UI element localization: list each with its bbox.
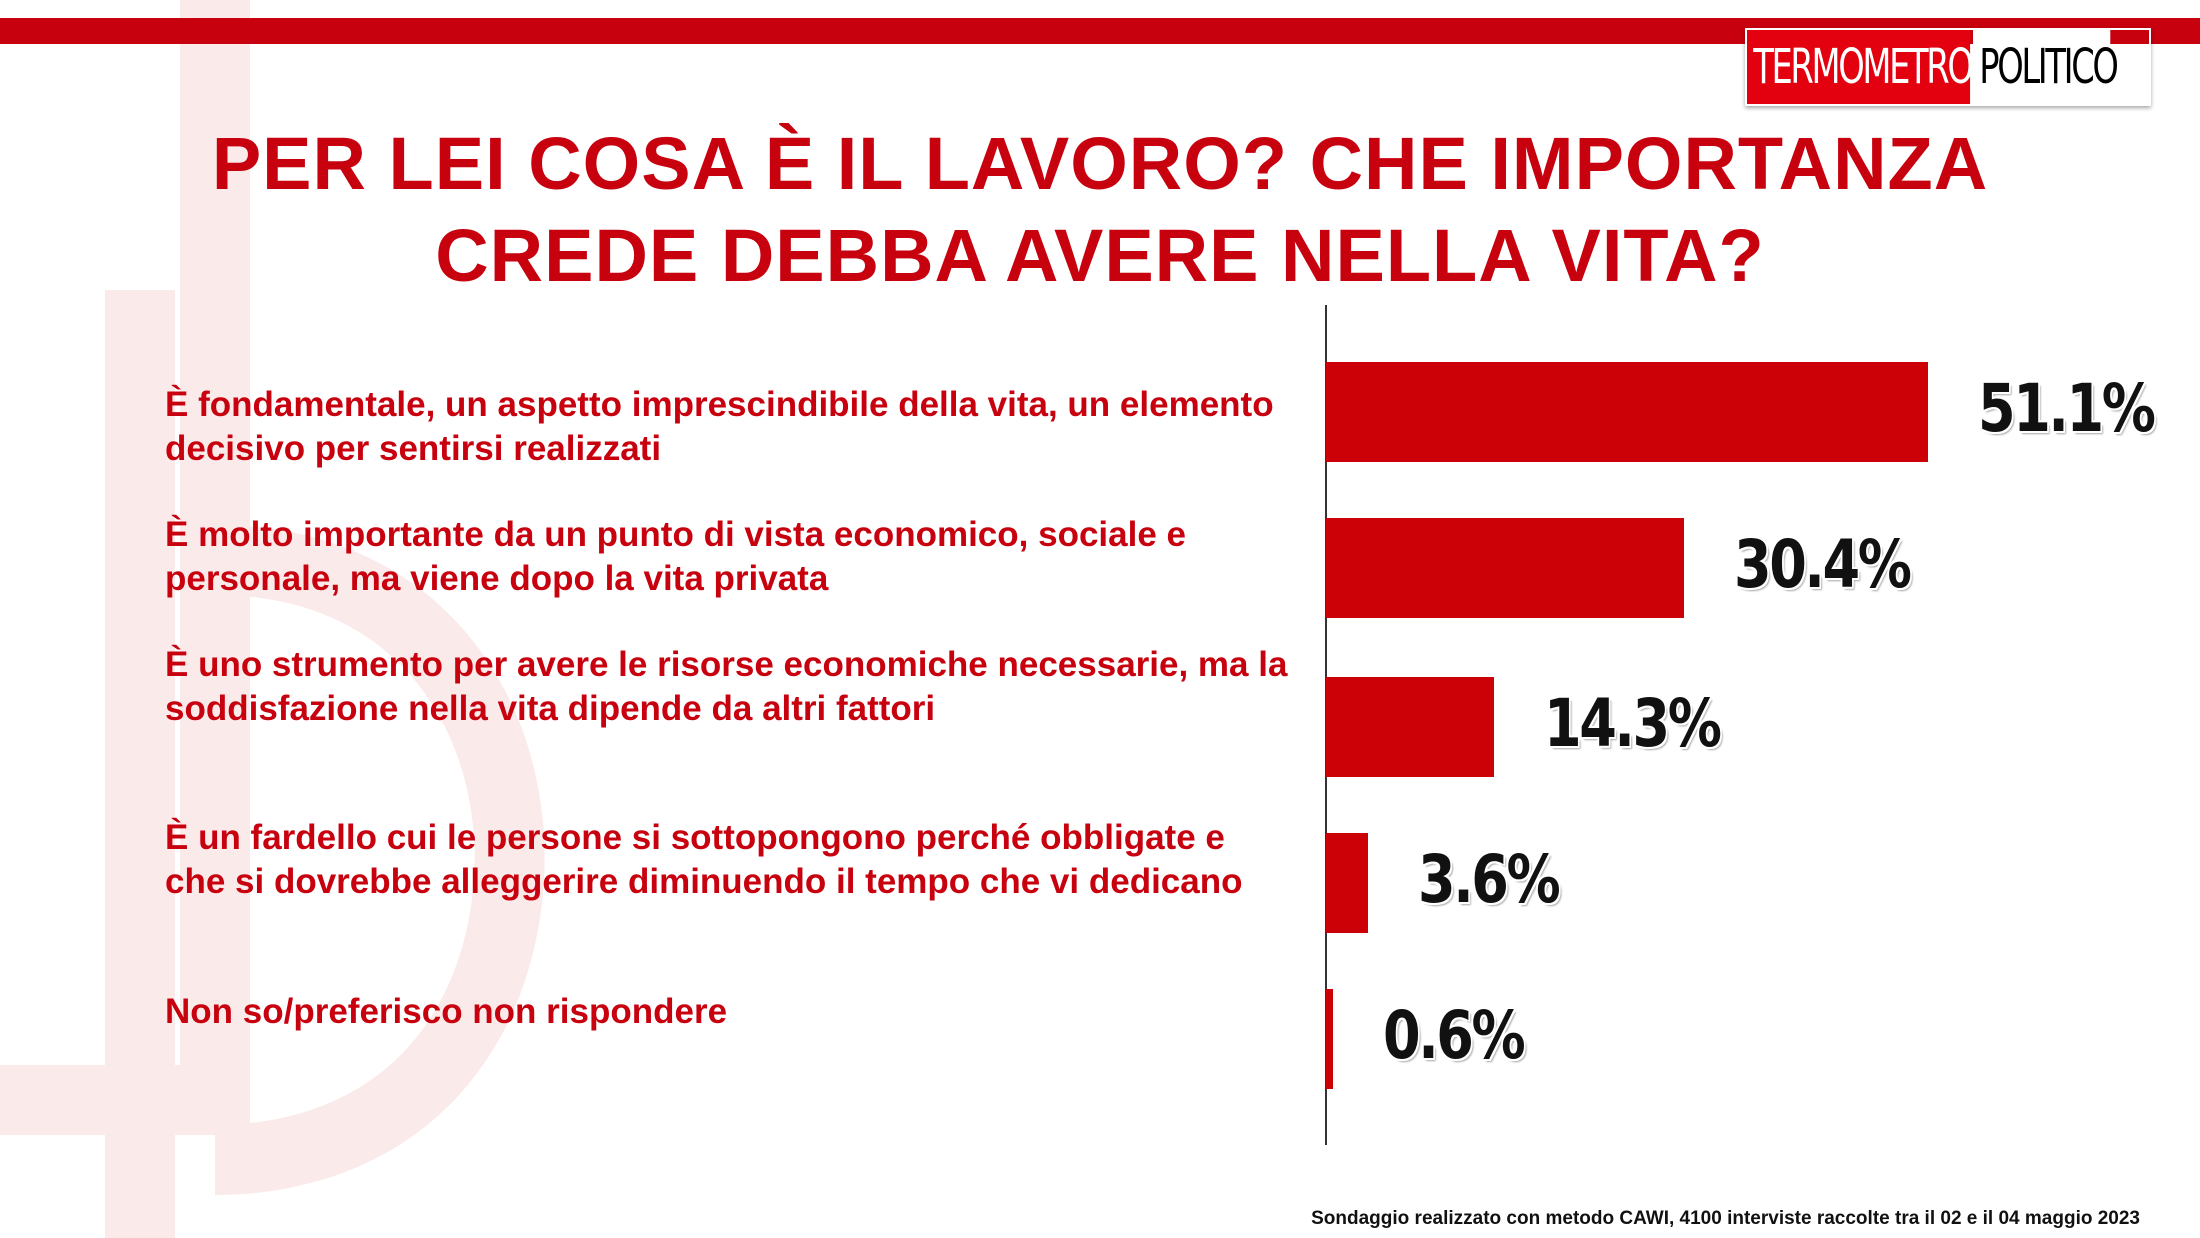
- bar: [1326, 833, 1369, 933]
- bar: [1326, 989, 1334, 1089]
- category-label: Non so/preferisco non rispondere: [165, 992, 728, 1031]
- category-label: È uno strumento per avere le risorse eco…: [165, 645, 1288, 728]
- category-label: È fondamentale, un aspetto imprescindibi…: [165, 385, 1274, 468]
- value-label: 14.3%: [1544, 685, 1722, 762]
- bar: [1326, 677, 1495, 777]
- chart-title-line-2: CREDE DEBBA AVERE NELLA VITA?: [435, 214, 1765, 297]
- value-label: 51.1%: [1978, 370, 2156, 447]
- background-watermark: [0, 0, 545, 1238]
- termometro-politico-logo: TERMOMETRO POLITICO: [1745, 28, 2151, 106]
- logo-part-1: TERMOMETRO: [1747, 30, 1974, 104]
- logo-part-2: POLITICO: [1973, 30, 2119, 104]
- chart-title-line-1: PER LEI COSA È IL LAVORO? CHE IMPORTANZA: [211, 122, 1989, 205]
- bar: [1326, 518, 1685, 618]
- value-label: 3.6%: [1418, 841, 1561, 918]
- category-label: È molto importante da un punto di vista …: [165, 515, 1186, 598]
- source-note: Sondaggio realizzato con metodo CAWI, 41…: [1311, 1208, 2140, 1229]
- category-label: È un fardello cui le persone si sottopon…: [165, 818, 1243, 901]
- bar: [1326, 362, 1928, 462]
- value-label: 30.4%: [1734, 526, 1912, 603]
- chart-title: PER LEI COSA È IL LAVORO? CHE IMPORTANZA…: [60, 118, 2140, 302]
- value-label: 0.6%: [1383, 997, 1526, 1074]
